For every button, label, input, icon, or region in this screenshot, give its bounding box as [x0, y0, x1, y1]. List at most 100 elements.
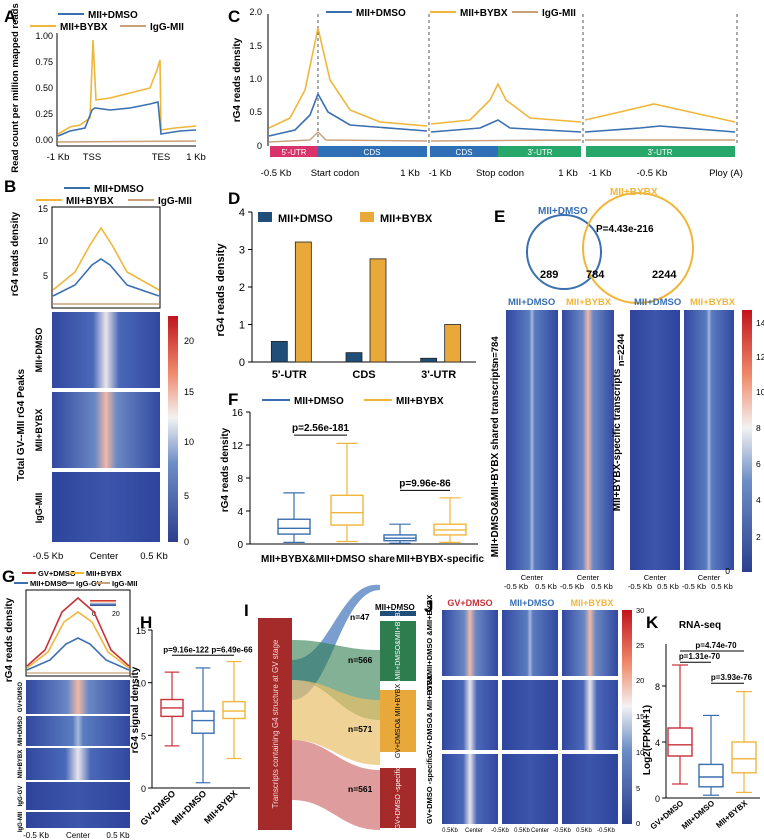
panel-d-bar: [369, 258, 387, 363]
panel-b-xtick: Center: [90, 551, 119, 562]
venn-pvalue: P=4.43e-216: [596, 224, 654, 235]
panel-e-cbar-tick: 12: [756, 352, 764, 362]
panel-c-xtick: Ploy (A): [709, 168, 743, 179]
panel-k-pvalue: p=3.93e-76: [711, 673, 753, 682]
venn-bybx-label: MII+BYBX: [610, 187, 658, 198]
panel-d-ytick: 2: [239, 282, 245, 294]
panel-c-bybx-line: [430, 82, 582, 125]
panel-d-letter: D: [228, 189, 240, 208]
panel-k-ytick: 8: [655, 682, 660, 692]
panel-c-ylabel: rG4 reads density: [232, 37, 243, 122]
panel-b-letter: B: [4, 177, 16, 196]
panel-j-heatmap: [562, 754, 618, 824]
legend-bybx-label: MII+BYBX: [86, 569, 122, 578]
panel-k: K RNA-seq Log2(FPKM+1) 048GV+DMSOMII+DMS…: [642, 613, 760, 831]
legend-igg-label: IgG-MII: [158, 196, 192, 207]
panel-g-row-label: IgG-GV: [18, 786, 24, 807]
panel-f-xtick: MII+BYBX-specific: [396, 554, 485, 565]
panel-a-dmso-line: [57, 100, 197, 137]
panel-j-col-label: MII+BYBX: [571, 598, 614, 608]
panel-g-cbar-tick: 20: [112, 611, 120, 618]
panel-b: B MII+DMSO MII+BYBX IgG-MII rG4 reads de…: [4, 177, 194, 562]
panel-e-cbar-tick: 6: [756, 459, 761, 469]
sankey-target-label: GV+DMSO -specific: [395, 766, 402, 829]
sankey-source-bar: [258, 618, 292, 830]
sankey-target-label: GV+DMSO& MII+BYBX: [395, 684, 402, 759]
panel-e-heatmap: [562, 310, 614, 570]
venn-dmso-circle: [526, 214, 602, 290]
panel-g-mini-colorbar: [90, 600, 116, 606]
panel-j-cbar-tick: 0: [636, 819, 640, 828]
panel-c-xtick: -1 Kb: [429, 168, 452, 179]
panel-e-xtick: Center: [644, 573, 667, 582]
panel-k-ytick: 4: [655, 738, 660, 748]
panel-g-letter: G: [2, 567, 15, 586]
panel-k-box: [667, 727, 693, 757]
panel-d: D MII+DMSO MII+BYBX rG4 reads density 0 1…: [215, 189, 476, 381]
panel-j-row-label: GV+DMSO -specific: [425, 754, 434, 824]
panel-b-row-label: MII+BYBX: [34, 409, 44, 452]
panel-j-heatmap: [562, 610, 618, 676]
panel-j-cbar-tick: 10: [636, 748, 644, 757]
panel-j-row-label: GV+DMSO& MII+BYBX: [425, 675, 434, 756]
legend-dmso-label: MII+DMSO: [30, 579, 67, 588]
panel-j-heatmap: [442, 610, 498, 676]
legend-bybx-label: MII+BYBX: [66, 196, 114, 207]
panel-e-heatmap: [506, 310, 558, 570]
panel-g-row-label: GV+DMSO: [18, 682, 24, 713]
utr5-label: 5'-UTR: [281, 148, 306, 157]
panel-c: C MII+DMSO MII+BYBX IgG-MII rG4 reads de…: [228, 7, 743, 179]
panel-d-bar: [420, 357, 438, 363]
panel-k-letter: K: [646, 613, 659, 632]
panel-e-col-label: MII+BYBX: [566, 297, 612, 308]
panel-a-xtick: -1 Kb: [47, 152, 70, 163]
panel-a-xtick: TSS: [83, 152, 101, 163]
panel-f-pvalue: p=2.56e-181: [292, 423, 349, 434]
panel-e-col-label: MII+DMSO: [508, 297, 555, 308]
legend-dmso-label: MII+DMSO: [278, 213, 333, 225]
panel-h-ytick: 15: [136, 626, 146, 636]
panel-f-ytick: 16: [232, 408, 244, 419]
panel-d-ytick: 0: [239, 357, 245, 369]
panel-h-box: [222, 700, 246, 720]
panel-b-cbar-tick: 0: [184, 537, 189, 547]
venn-bybx-circle: [582, 192, 694, 304]
legend-bybx-swatch: [360, 212, 374, 222]
panel-b-ytick: 5: [43, 271, 48, 281]
panel-e-side-label: MII+BYBX-specific transcripts: [612, 368, 623, 511]
panel-f-xtick: MII+BYBX&MII+DMSO share: [261, 554, 395, 565]
panel-j-letter: J: [424, 597, 433, 616]
panel-g-bybx-line: [26, 611, 130, 669]
panel-c-igg-line: [268, 131, 428, 143]
panel-j-xtick: -0.5Kb: [553, 828, 571, 834]
panel-d-bar: [444, 324, 462, 363]
panel-e-xtick: -0.5 Kb: [628, 582, 652, 591]
panel-j: J GV+DMSO MII+DMSO MII+BYBX GV&MII+DMSO …: [424, 595, 644, 834]
panel-c-xtick: -0.5 Kb: [637, 168, 668, 179]
panel-f-ytick: 8: [237, 474, 243, 485]
panel-c-letter: C: [228, 7, 240, 26]
panel-b-colorbar: [168, 316, 178, 542]
panel-j-xtick: 0.5Kb: [576, 828, 592, 834]
sankey-flow-bybx: [292, 680, 380, 765]
panel-b-row-label: MII+DMSO: [34, 328, 44, 373]
panel-j-cbar-tick: 30: [636, 606, 644, 615]
panel-e: E MII+DMSO MII+BYBX P=4.43e-216 289 784 …: [490, 187, 764, 591]
panel-e-cbar-tick: 0: [725, 566, 730, 576]
panel-b-heatmap-dmso: [52, 312, 160, 388]
panel-j-col-label: GV+DMSO: [447, 598, 492, 608]
panel-a-ylabel: Read count per million mapped reads: [10, 3, 21, 172]
panel-d-ytick: 3: [239, 245, 245, 257]
panel-a: A MII+DMSO MII+BYBX IgG-MII Read count p…: [4, 3, 206, 172]
panel-b-dmso-line: [52, 258, 160, 297]
utr5-segment: [270, 146, 318, 157]
cds-label: CDS: [364, 148, 381, 157]
panel-b-cbar-tick: 5: [184, 491, 189, 501]
panel-a-ytick: 1.00: [35, 31, 53, 41]
panel-k-chart: 048GV+DMSOMII+DMSOMII+BYBXp=4.74e-70p=1.…: [649, 641, 760, 831]
panel-c-dmso-line: [584, 125, 736, 133]
panel-c-ytick: 0.5: [249, 107, 262, 117]
panel-c-ytick: 2.0: [249, 7, 262, 17]
utr3-label: 3'-UTR: [647, 148, 672, 157]
panel-e-xtick: 0.5 Kb: [657, 582, 679, 591]
